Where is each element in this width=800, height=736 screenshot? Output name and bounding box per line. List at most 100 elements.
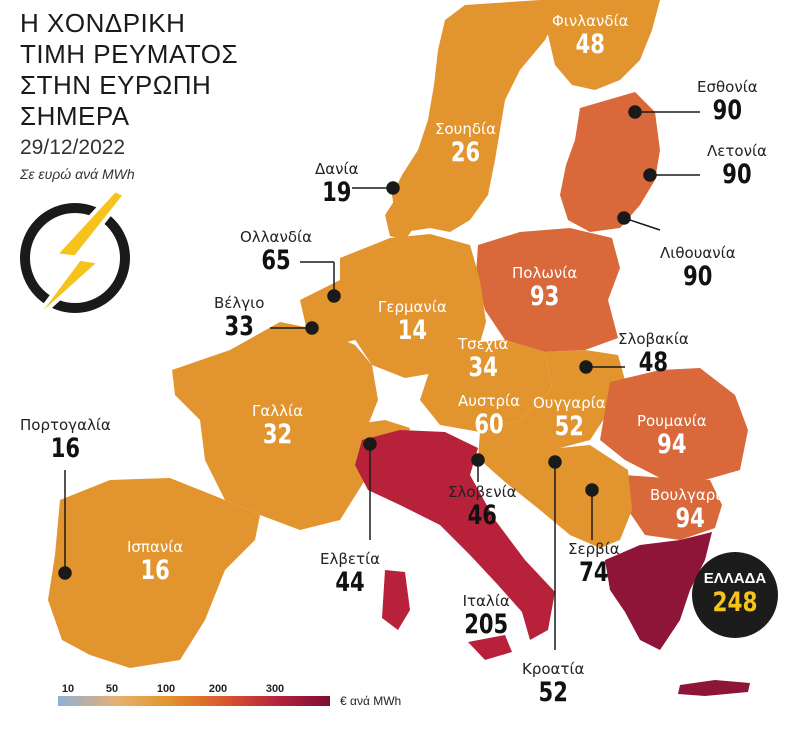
greece-value: 248 <box>712 587 758 618</box>
country-value: 14 <box>397 315 428 346</box>
region-sardinia <box>382 570 410 630</box>
scale-tick: 200 <box>208 683 228 695</box>
country-label-belgium: Βέλγιο 33 <box>214 294 264 342</box>
region-norway-sweden <box>392 0 560 232</box>
greece-badge: ΕΛΛΑΔΑ 248 <box>692 552 778 638</box>
country-value: 48 <box>638 347 669 378</box>
country-label-france: Γαλλία 32 <box>252 402 303 450</box>
country-value: 90 <box>683 261 713 292</box>
map-title: Η ΧΟΝΔΡΙΚΗ ΤΙΜΗ ΡΕΥΜΑΤΟΣ ΣΤΗΝ ΕΥΡΩΠΗ ΣΗΜ… <box>20 8 250 132</box>
country-label-hungary: Ουγγαρία 52 <box>533 394 606 442</box>
country-label-spain: Ισπανία 16 <box>127 538 183 586</box>
country-label-poland: Πολωνία 93 <box>512 264 577 312</box>
country-value: 48 <box>575 29 605 60</box>
region-france <box>172 322 378 530</box>
lightning-bolt-icon <box>20 187 130 327</box>
country-value: 94 <box>675 503 705 534</box>
country-name: Τσεχία <box>458 335 509 353</box>
country-value: 44 <box>335 567 365 598</box>
country-value: 205 <box>464 609 509 640</box>
country-label-slovakia: Σλοβακία 48 <box>618 330 689 378</box>
region-greece <box>605 532 712 650</box>
country-label-italy: Ιταλία 205 <box>458 592 514 640</box>
country-name: Σερβία <box>568 540 620 558</box>
country-name: Βουλγαρία <box>650 486 731 504</box>
pointer-lines <box>58 105 700 650</box>
country-value: 32 <box>262 419 293 450</box>
region-italy <box>355 430 555 640</box>
country-value: 16 <box>140 555 170 586</box>
scale-tick: 100 <box>156 683 176 695</box>
country-value: 90 <box>722 159 752 190</box>
country-name: Γαλλία <box>252 402 303 420</box>
region-finland <box>540 0 660 90</box>
greece-name: ΕΛΛΑΔΑ <box>703 570 767 587</box>
date-label: 29/12/2022 <box>20 136 126 159</box>
country-name: Γερμανία <box>378 298 447 316</box>
region-bulgaria <box>625 475 722 540</box>
country-name: Αυστρία <box>458 392 520 410</box>
country-name: Κροατία <box>522 660 585 678</box>
region-baltics <box>560 92 660 232</box>
region-romania <box>600 368 748 480</box>
country-label-serbia: Σερβία 74 <box>568 540 620 588</box>
country-value: 60 <box>474 409 504 440</box>
country-name: Πορτογαλία <box>20 416 111 434</box>
country-label-portugal: Πορτογαλία 16 <box>20 416 111 464</box>
country-value: 74 <box>579 557 609 588</box>
country-label-latvia: Λετονία 90 <box>707 142 767 190</box>
region-slovakia-hungary <box>520 350 625 448</box>
country-label-estonia: Εσθονία 90 <box>697 78 758 126</box>
country-value: 65 <box>261 245 291 276</box>
country-label-finland: Φινλανδία 48 <box>552 12 629 60</box>
country-value: 93 <box>529 281 560 312</box>
country-name: Ιταλία <box>462 592 510 610</box>
country-name: Ουγγαρία <box>533 394 606 412</box>
color-scale-bar <box>58 696 330 706</box>
country-name: Σουηδία <box>435 120 496 138</box>
country-value: 33 <box>224 311 254 342</box>
country-name: Φινλανδία <box>552 12 629 30</box>
country-label-czechia: Τσεχία 34 <box>458 335 508 383</box>
country-label-netherlands: Ολλανδία 65 <box>240 228 312 276</box>
region-iberia <box>48 478 260 668</box>
country-value: 16 <box>50 433 81 464</box>
country-label-croatia: Κροατία 52 <box>522 660 584 708</box>
unit-label: Σε ευρώ ανά MWh <box>20 166 135 182</box>
scale-tick: 300 <box>265 683 285 695</box>
title-line: Η ΧΟΝΔΡΙΚΗ <box>20 8 186 38</box>
country-label-austria: Αυστρία 60 <box>458 392 520 440</box>
scale-unit-label: € ανά MWh <box>340 694 402 708</box>
country-label-denmark: Δανία 19 <box>315 160 359 208</box>
country-name: Ελβετία <box>320 550 381 568</box>
country-name: Πολωνία <box>512 264 578 282</box>
title-line: ΣΗΜΕΡΑ <box>20 101 130 131</box>
country-value: 52 <box>554 411 584 442</box>
country-label-slovenia: Σλοβενία 46 <box>448 483 517 531</box>
region-greece-islands <box>678 680 750 696</box>
title-line: ΣΤΗΝ ΕΥΡΩΠΗ <box>20 70 212 100</box>
country-name: Εσθονία <box>697 78 758 96</box>
country-name: Δανία <box>315 160 359 178</box>
country-name: Ολλανδία <box>240 228 312 246</box>
region-czech-austria <box>420 340 552 432</box>
region-denmark <box>385 192 418 240</box>
scale-tick: 50 <box>105 683 119 695</box>
country-name: Βέλγιο <box>214 294 265 312</box>
country-value: 90 <box>712 95 742 126</box>
region-sicily <box>468 635 512 660</box>
country-value: 26 <box>450 137 481 168</box>
country-label-bulgaria: Βουλγαρία 94 <box>650 486 730 534</box>
country-label-lithuania: Λιθουανία 90 <box>660 244 736 292</box>
country-name: Σλοβενία <box>448 483 517 501</box>
country-name: Σλοβακία <box>618 330 689 348</box>
country-value: 19 <box>322 177 352 208</box>
region-poland <box>476 228 620 352</box>
country-label-germany: Γερμανία 14 <box>378 298 447 346</box>
country-label-switzerland: Ελβετία 44 <box>320 550 380 598</box>
region-germany <box>340 234 486 378</box>
country-value: 46 <box>467 500 497 531</box>
scale-tick: 10 <box>61 683 75 695</box>
country-name: Λετονία <box>707 142 767 160</box>
